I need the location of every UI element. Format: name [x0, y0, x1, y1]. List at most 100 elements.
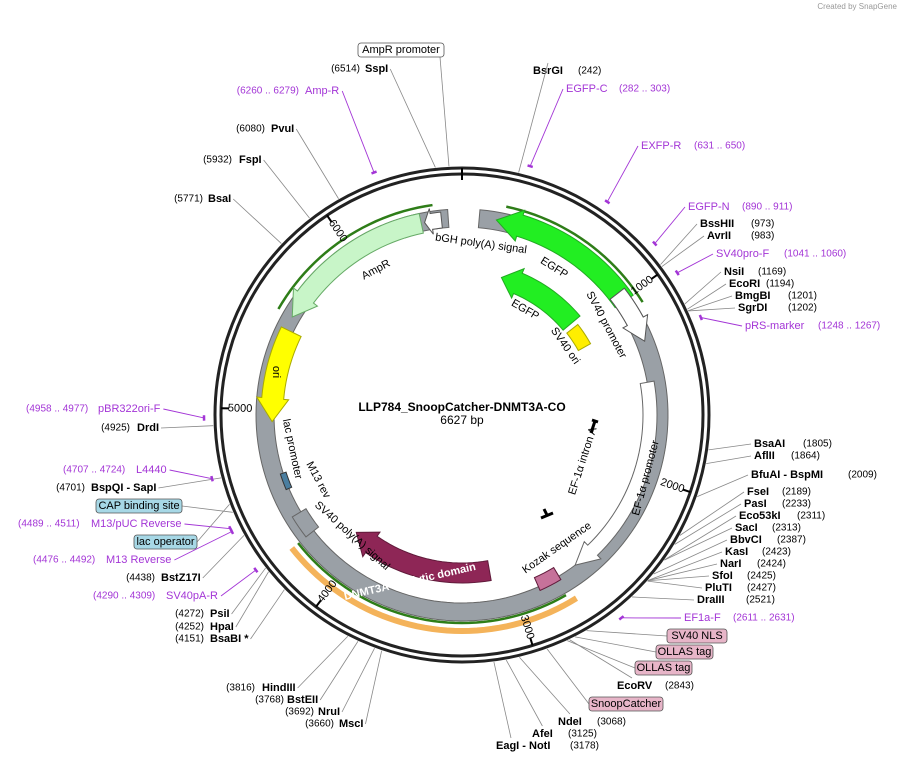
feature-leader [181, 505, 233, 513]
primer-mark [527, 164, 534, 169]
site-position: (3768) [255, 695, 284, 706]
site-leader [295, 128, 339, 199]
site-leader [661, 235, 705, 267]
ampr-line [277, 203, 433, 310]
primer-name: L4440 [136, 464, 167, 476]
site-name: KasI [725, 546, 748, 558]
feature-box [133, 534, 198, 550]
site-name: BstEII [287, 694, 318, 706]
site-name: Eco53kI [739, 510, 781, 522]
cds-line [297, 542, 567, 625]
site-leader [647, 551, 723, 581]
site-name: AflII [754, 450, 775, 462]
site-name: MscI [339, 718, 363, 730]
site-position: (1194) [766, 279, 794, 290]
tick-label: 1000 [629, 273, 656, 297]
feature-box-label: AmpR promoter [362, 44, 440, 56]
site-name: BssHII [700, 218, 734, 230]
tick-mark [326, 214, 333, 223]
site-leader [687, 295, 733, 312]
site-position: (3068) [597, 717, 626, 728]
primer-name: EF1a-F [684, 612, 721, 624]
site-position: (2189) [782, 487, 811, 498]
primer-leader [174, 531, 233, 561]
tick-mark [315, 599, 322, 608]
lac-promoter-box [279, 471, 293, 491]
site-name: SspI [365, 63, 388, 75]
site-leader [231, 567, 266, 615]
site-name: AfeI [532, 728, 553, 740]
ori [255, 326, 302, 423]
feature-box-label: SV40 NLS [671, 630, 722, 642]
site-leader [235, 571, 269, 628]
primer-mark [253, 567, 259, 574]
feature-box-label: CAP binding site [98, 500, 179, 512]
ampr [291, 212, 424, 318]
tick-label: 6000 [326, 218, 350, 245]
site-position: (3125) [568, 729, 597, 740]
site-leader [250, 589, 285, 640]
plasmid-size: 6627 bp [440, 413, 484, 427]
feature-box-label: SnoopCatcher [591, 698, 662, 710]
primer-name: pBR322ori-F [98, 403, 161, 415]
tick-label: 5000 [228, 402, 253, 415]
primer-leader [341, 90, 375, 173]
site-name: HpaI [210, 621, 234, 633]
primer-name: M13 Reverse [106, 554, 171, 566]
site-leader [664, 527, 733, 561]
site-leader [519, 657, 571, 715]
primer-name: EGFP-C [566, 83, 608, 95]
tick-mark [529, 637, 534, 646]
primer-range: (4707 .. 4724) [63, 465, 125, 476]
site-leader [697, 474, 749, 497]
site-position: (2427) [747, 583, 776, 594]
site-position: (973) [751, 219, 774, 230]
site-leader [365, 650, 383, 725]
site-leader [518, 62, 549, 173]
site-leader [653, 539, 728, 575]
site-position: (3816) [226, 683, 255, 694]
site-name: BsaI [208, 193, 231, 205]
primer-range: (631 .. 650) [694, 141, 745, 152]
site-position: (2521) [746, 595, 775, 606]
site-leader [664, 515, 737, 561]
primer-range: (4489 .. 4511) [18, 519, 80, 530]
site-name: PvuI [271, 123, 294, 135]
primer-range: (282 .. 303) [619, 84, 670, 95]
primer-name: M13/pUC Reverse [91, 518, 181, 530]
primer-range: (1041 .. 1060) [784, 249, 846, 260]
feature-leader [574, 636, 657, 653]
site-position: (2313) [772, 523, 801, 534]
primer-range: (890 .. 911) [742, 202, 792, 213]
site-position: (5932) [203, 155, 232, 166]
feature-box [588, 696, 664, 712]
primer-leader [654, 206, 686, 244]
site-name: EagI - NotI [496, 740, 550, 752]
site-leader [341, 647, 375, 713]
sv40-ori [566, 323, 592, 352]
kozak-orange [289, 546, 579, 635]
plasmid-name: LLP784_SnoopCatcher-DNMT3A-CO [358, 400, 565, 414]
site-position: (242) [578, 66, 601, 77]
site-position: (983) [751, 231, 774, 242]
site-leader [263, 159, 310, 219]
feature-leader [567, 640, 636, 669]
primer-leader [163, 408, 205, 419]
site-name: BfuAI - BspMI [751, 469, 823, 481]
site-position: (5771) [174, 194, 203, 205]
site-position: (6514) [331, 64, 360, 75]
site-position: (3660) [305, 719, 334, 730]
site-leader [319, 641, 359, 701]
primer-leader [606, 145, 639, 203]
site-position: (2425) [747, 571, 776, 582]
primer-leader [169, 469, 213, 480]
site-name: SgrDI [738, 302, 767, 314]
primer-name: EXFP-R [641, 140, 681, 152]
site-leader [660, 223, 698, 265]
primer-name: Amp-R [305, 85, 339, 97]
site-position: (4252) [175, 622, 204, 633]
site-name: BsaAI [754, 438, 785, 450]
site-name: BstZ17I [161, 572, 201, 584]
sv40-promoter [609, 287, 649, 343]
